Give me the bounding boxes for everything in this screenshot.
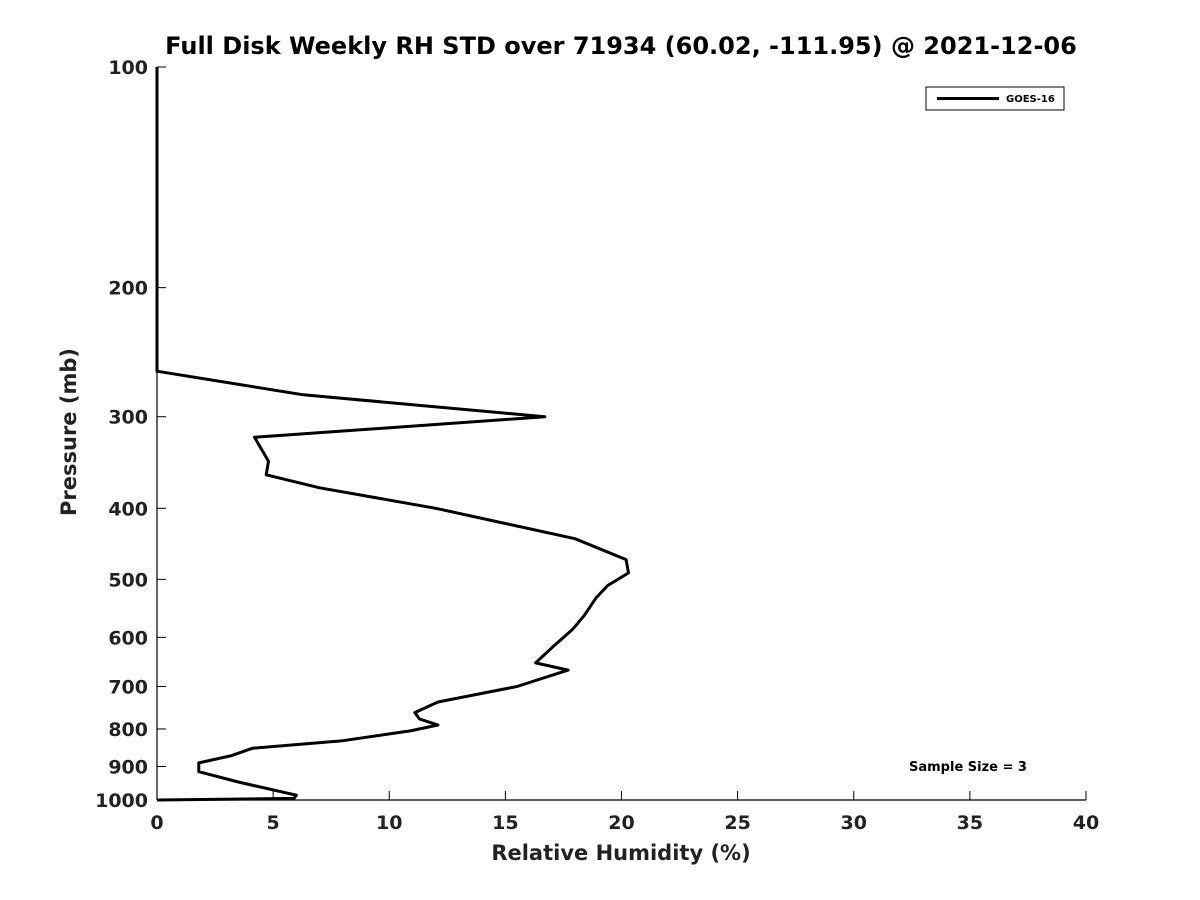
x-tick-label: 40 [1073,812,1099,834]
x-tick-label: 10 [376,812,402,834]
y-tick-label: 800 [108,719,148,741]
x-tick-label: 20 [608,812,634,834]
x-tick-label: 35 [957,812,983,834]
y-axis-label: Pressure (mb) [57,348,81,516]
y-tick-label: 400 [108,498,148,520]
x-axis-label: Relative Humidity (%) [491,841,750,865]
x-axis-ticks: 0 5 10 15 20 25 30 35 40 [150,791,1099,834]
chart-title: Full Disk Weekly RH STD over 71934 (60.0… [165,32,1077,60]
legend: GOES-16 [925,86,1065,111]
y-tick-label: 1000 [95,790,148,812]
x-tick-label: 25 [724,812,750,834]
y-tick-label: 100 [108,57,148,79]
y-tick-label: 600 [108,627,148,649]
y-tick-label: 700 [108,676,148,698]
x-tick-label: 0 [150,812,163,834]
y-axis-ticks: 100 200 300 400 500 600 700 800 900 1000 [95,57,166,812]
y-tick-label: 500 [108,569,148,591]
x-tick-label: 30 [841,812,867,834]
x-tick-label: 5 [267,812,280,834]
x-tick-label: 15 [492,812,518,834]
legend-entry-goes-16: GOES-16 [1006,94,1055,105]
y-tick-label: 200 [108,278,148,300]
series-layer [155,67,630,802]
y-tick-label: 900 [108,756,148,778]
sample-size-annotation: Sample Size = 3 [909,760,1027,775]
series-line-goes-16 [155,67,630,802]
y-tick-label: 300 [108,407,148,429]
